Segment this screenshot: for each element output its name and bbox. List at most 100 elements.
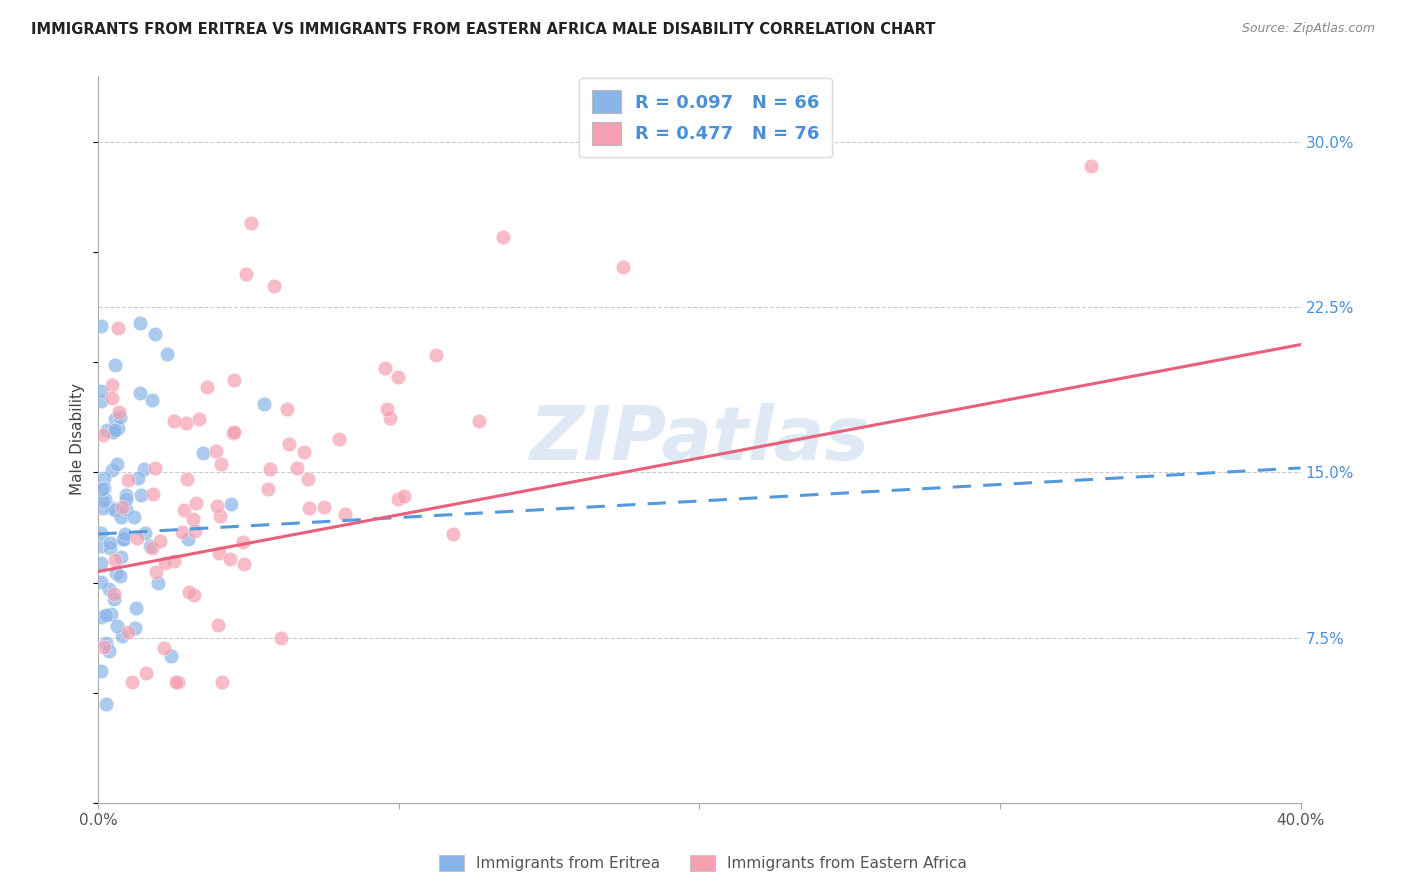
Point — [103, 587, 125, 601]
Point — [374, 361, 396, 376]
Point — [105, 457, 128, 471]
Point — [114, 488, 136, 502]
Point — [205, 499, 228, 513]
Point — [378, 411, 401, 425]
Point — [143, 327, 166, 342]
Point — [232, 535, 254, 549]
Point — [127, 471, 149, 485]
Point — [155, 347, 177, 361]
Point — [165, 674, 187, 689]
Point — [183, 512, 205, 526]
Point — [285, 461, 308, 475]
Point — [375, 401, 398, 416]
Point — [183, 524, 205, 539]
Point — [90, 319, 112, 334]
Text: IMMIGRANTS FROM ERITREA VS IMMIGRANTS FROM EASTERN AFRICA MALE DISABILITY CORREL: IMMIGRANTS FROM ERITREA VS IMMIGRANTS FR… — [31, 22, 935, 37]
Point — [107, 421, 129, 435]
Point — [93, 640, 115, 655]
Point — [104, 423, 127, 437]
Point — [98, 536, 121, 550]
Point — [392, 489, 415, 503]
Point — [91, 483, 114, 497]
Point — [101, 425, 124, 439]
Point — [100, 501, 122, 516]
Point — [173, 503, 195, 517]
Point — [186, 496, 208, 510]
Point — [328, 432, 350, 446]
Point — [263, 278, 285, 293]
Point — [114, 527, 136, 541]
Point — [108, 569, 131, 583]
Point — [90, 525, 112, 540]
Point — [278, 437, 301, 451]
Point — [115, 502, 138, 516]
Point — [183, 588, 205, 602]
Point — [134, 525, 156, 540]
Point — [105, 619, 128, 633]
Point — [124, 621, 146, 635]
Point — [98, 541, 121, 555]
Point — [129, 386, 152, 401]
Point — [207, 546, 229, 560]
Point — [115, 492, 138, 507]
Point — [177, 584, 200, 599]
Point — [163, 554, 186, 568]
Point — [143, 460, 166, 475]
Point — [233, 558, 256, 572]
Point — [103, 591, 125, 606]
Point — [94, 635, 117, 649]
Point — [110, 510, 132, 524]
Point — [90, 539, 112, 553]
Point — [159, 648, 181, 663]
Point — [425, 348, 447, 362]
Point — [276, 401, 298, 416]
Point — [139, 539, 162, 553]
Point — [257, 482, 280, 496]
Point — [131, 488, 153, 502]
Point — [174, 416, 197, 430]
Point — [104, 503, 127, 517]
Point — [90, 664, 112, 678]
Point — [110, 549, 132, 564]
Point — [93, 471, 115, 485]
Point — [153, 556, 176, 570]
Point — [91, 428, 114, 442]
Point — [314, 500, 336, 514]
Point — [222, 426, 245, 441]
Point — [90, 393, 112, 408]
Point — [146, 576, 169, 591]
Point — [100, 607, 122, 621]
Point — [333, 507, 356, 521]
Point — [177, 532, 200, 546]
Point — [112, 533, 135, 547]
Point — [387, 492, 409, 507]
Point — [91, 494, 114, 508]
Legend: Immigrants from Eritrea, Immigrants from Eastern Africa: Immigrants from Eritrea, Immigrants from… — [433, 849, 973, 877]
Point — [100, 391, 122, 405]
Point — [121, 674, 143, 689]
Point — [96, 697, 118, 711]
Point — [170, 525, 193, 540]
Point — [141, 541, 163, 556]
Point — [108, 409, 131, 424]
Point — [104, 412, 127, 426]
Point — [209, 457, 232, 471]
Point — [110, 629, 132, 643]
Point — [124, 601, 146, 615]
Point — [122, 510, 145, 524]
Point — [100, 463, 122, 477]
Point — [142, 486, 165, 500]
Text: ZIPatlas: ZIPatlas — [530, 403, 869, 475]
Point — [211, 674, 233, 689]
Point — [294, 445, 316, 459]
Point — [219, 497, 242, 511]
Point — [141, 393, 163, 408]
Point — [108, 405, 131, 419]
Point — [163, 414, 186, 428]
Legend: R = 0.097   N = 66, R = 0.477   N = 76: R = 0.097 N = 66, R = 0.477 N = 76 — [579, 78, 832, 157]
Point — [100, 378, 122, 392]
Point — [90, 384, 112, 398]
Point — [387, 369, 409, 384]
Point — [208, 508, 231, 523]
Point — [94, 492, 117, 507]
